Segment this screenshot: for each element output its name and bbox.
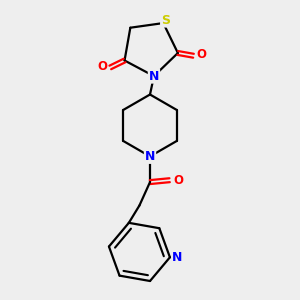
Text: O: O [197,49,207,62]
Text: O: O [97,60,107,73]
Text: S: S [161,14,170,27]
Text: N: N [172,251,183,264]
Text: O: O [173,174,183,187]
Text: N: N [149,70,159,83]
Text: N: N [145,150,155,163]
